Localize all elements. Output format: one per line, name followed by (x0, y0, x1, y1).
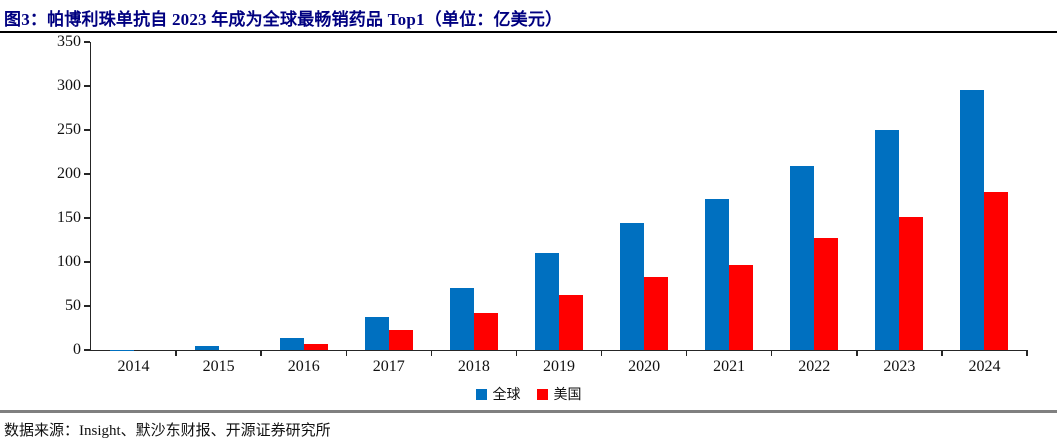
y-axis-tick-label: 350 (57, 33, 81, 50)
x-axis-tick (941, 350, 943, 356)
legend-swatch-us (536, 388, 548, 400)
x-axis-label-2022: 2022 (798, 358, 831, 375)
bar-us-2018 (473, 313, 498, 350)
bar-us-2016 (303, 343, 328, 350)
x-axis-tick (600, 350, 603, 356)
chart-legend: 全球 美国 (0, 384, 1057, 404)
y-axis-tick-label: 50 (65, 297, 81, 314)
bar-us-2022 (814, 238, 839, 350)
y-axis-tick (84, 173, 90, 175)
y-axis-tick (84, 349, 90, 351)
legend-label-global: 全球 (492, 388, 521, 403)
y-axis-tick-label: 200 (57, 165, 81, 182)
bar-us-2019 (559, 295, 583, 350)
title-divider-line (0, 31, 1057, 33)
x-axis-tick (770, 350, 773, 356)
bar-global-2024 (960, 90, 985, 350)
x-axis-label-2017: 2017 (372, 358, 405, 375)
bar-global-2020 (620, 223, 645, 350)
y-axis-tick-label: 300 (57, 77, 81, 94)
footer-divider-line (0, 410, 1057, 413)
bar-us-2020 (644, 276, 669, 350)
x-axis-tick (685, 350, 688, 356)
y-axis-tick-label: 0 (73, 341, 81, 358)
x-axis-label-2014: 2014 (117, 358, 150, 375)
bar-global-2017 (364, 316, 389, 350)
legend-item-us: 美国 (536, 384, 582, 404)
y-axis-tick (84, 41, 90, 43)
x-axis-tick (856, 350, 858, 356)
bar-global-2023 (875, 130, 900, 350)
y-axis-tick (84, 261, 90, 263)
y-axis-tick-label: 100 (57, 253, 81, 270)
bar-us-2021 (729, 264, 754, 350)
bar-us-2017 (388, 329, 413, 350)
x-axis-label-2015: 2015 (202, 358, 235, 375)
x-axis-label-2020: 2020 (628, 358, 661, 375)
x-axis-tick (1026, 350, 1028, 356)
data-source-note: 数据来源：Insight、默沙东财报、开源证券研究所 (4, 423, 331, 439)
bar-global-2015 (194, 345, 219, 350)
y-axis-tick-label: 250 (57, 121, 81, 138)
bar-global-2021 (705, 198, 730, 350)
bar-global-2016 (279, 337, 304, 350)
x-axis-label-2019: 2019 (542, 358, 575, 375)
x-axis-tick (345, 350, 348, 356)
x-axis-label-2018: 2018 (457, 358, 490, 375)
legend-item-global: 全球 (475, 384, 521, 404)
x-axis-label-2021: 2021 (713, 358, 746, 375)
x-axis-tick (260, 350, 262, 356)
y-axis-tick (84, 85, 90, 87)
bar-global-2018 (449, 287, 474, 350)
x-axis-label-2016: 2016 (287, 358, 320, 375)
legend-label-us: 美国 (553, 388, 582, 403)
x-axis-label-2023: 2023 (883, 358, 916, 375)
x-axis-label-2024: 2024 (968, 358, 1001, 375)
bar-us-2024 (984, 192, 1009, 350)
bar-global-2019 (535, 253, 559, 350)
y-axis-tick (84, 305, 90, 307)
y-axis-tick (84, 129, 90, 131)
x-axis-tick (430, 350, 433, 356)
sales-bar-chart: 0 50 100 150 200 250 300 350 2014 2015 2016 2017 201… (0, 33, 1057, 404)
y-axis-tick (84, 217, 90, 219)
y-axis-tick-label: 150 (57, 209, 81, 226)
plot-area: 0 50 100 150 200 250 300 350 2014 2015 2016 2017 201… (57, 33, 1028, 375)
bar-us-2023 (899, 217, 924, 350)
legend-swatch-global (475, 388, 487, 400)
figure-title: 图3：帕博利珠单抗自 2023 年成为全球最畅销药品 Top1（单位：亿美元） (4, 10, 563, 29)
bar-global-2022 (790, 166, 815, 350)
x-axis-tick (515, 350, 518, 356)
x-axis-tick (175, 350, 177, 356)
